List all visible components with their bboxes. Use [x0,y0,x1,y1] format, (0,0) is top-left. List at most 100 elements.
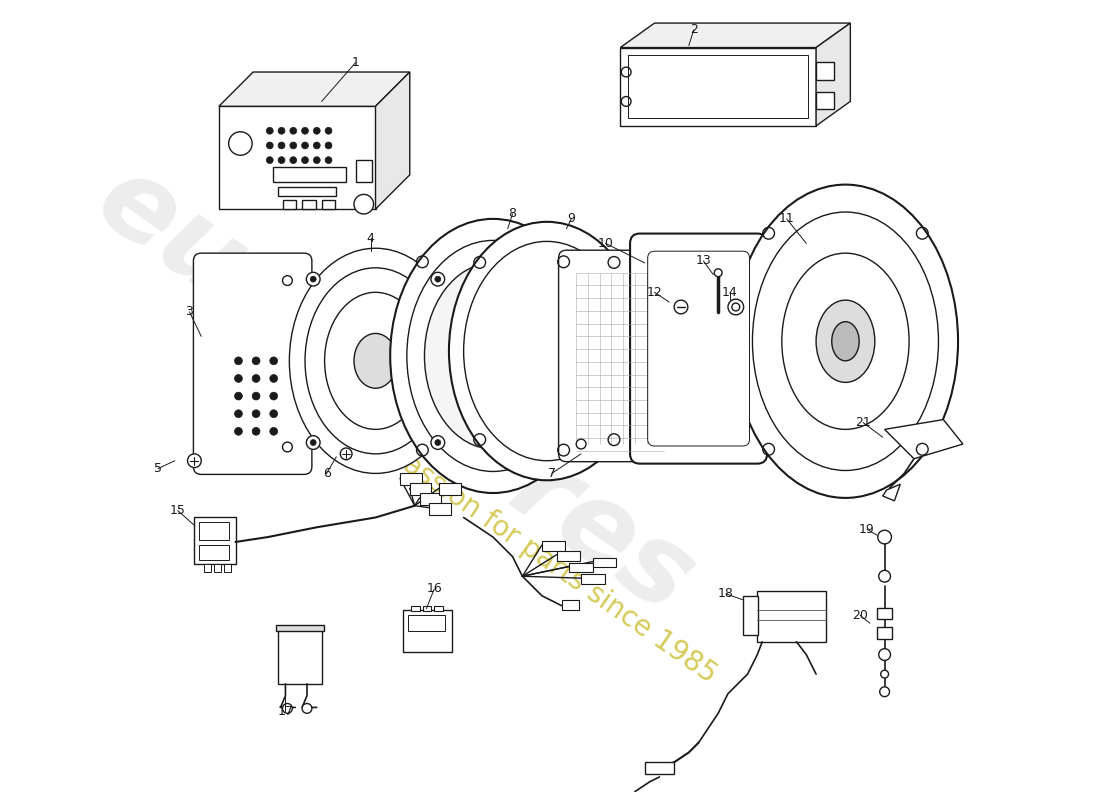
Text: 16: 16 [427,582,442,595]
Bar [277,186,337,196]
Circle shape [187,454,201,467]
Text: 11: 11 [779,212,794,226]
Circle shape [290,157,297,163]
Text: eurospares: eurospares [77,145,714,635]
Text: 13: 13 [695,254,712,267]
Ellipse shape [449,222,645,480]
Bar [816,92,834,110]
Text: 9: 9 [568,212,575,226]
Circle shape [290,127,297,134]
Circle shape [234,374,242,382]
Circle shape [266,157,273,163]
Bar [277,630,321,684]
Bar [742,596,758,635]
Bar [214,565,221,572]
Circle shape [314,157,320,163]
Ellipse shape [733,185,958,498]
Text: 12: 12 [647,286,662,299]
Circle shape [354,194,374,214]
Circle shape [252,374,260,382]
Circle shape [434,276,441,282]
Ellipse shape [305,268,446,454]
Bar [403,610,452,652]
Text: 18: 18 [718,587,734,600]
Circle shape [266,127,273,134]
Circle shape [270,374,277,382]
Ellipse shape [463,242,630,461]
Bar [434,606,443,611]
Text: a passion for parts since 1985: a passion for parts since 1985 [362,425,722,689]
Circle shape [252,410,260,418]
Circle shape [252,427,260,435]
Text: 17: 17 [277,705,294,718]
Polygon shape [620,23,850,47]
Bar [195,518,235,565]
Polygon shape [816,23,850,126]
Ellipse shape [832,322,859,361]
Bar [302,200,316,209]
Circle shape [301,157,308,163]
Circle shape [278,127,285,134]
Circle shape [229,132,252,155]
Circle shape [431,272,444,286]
Polygon shape [219,72,410,106]
Circle shape [310,276,316,282]
Circle shape [270,357,277,365]
Bar [400,474,421,485]
Bar [877,607,892,619]
Circle shape [283,703,293,714]
Ellipse shape [782,253,909,430]
Text: 20: 20 [852,609,868,622]
Bar [645,762,674,774]
Circle shape [252,357,260,365]
Ellipse shape [390,219,596,493]
Polygon shape [884,419,962,458]
Circle shape [234,392,242,400]
Text: 2: 2 [690,23,697,37]
Bar [581,574,605,584]
Bar [570,562,593,572]
Circle shape [879,649,891,661]
Circle shape [310,439,316,446]
Bar [356,160,372,182]
Circle shape [270,410,277,418]
Bar [561,600,580,610]
Polygon shape [375,72,410,209]
Polygon shape [882,484,900,501]
Text: 8: 8 [508,207,517,221]
Circle shape [307,436,320,450]
Circle shape [732,303,739,311]
Circle shape [314,127,320,134]
Circle shape [252,392,260,400]
Circle shape [326,127,332,134]
Circle shape [881,670,889,678]
Ellipse shape [324,292,427,430]
Text: 19: 19 [859,522,874,536]
Bar [557,550,580,561]
Ellipse shape [752,212,938,470]
Bar [410,606,419,611]
Circle shape [234,357,242,365]
Circle shape [674,300,688,314]
Circle shape [879,570,891,582]
Bar [816,62,834,80]
Bar [757,591,826,642]
Text: 4: 4 [366,232,375,245]
Ellipse shape [289,248,462,474]
Bar [429,502,451,514]
Bar [321,200,336,209]
Text: 1: 1 [352,56,360,69]
Circle shape [270,392,277,400]
Bar [877,627,892,639]
Circle shape [314,142,320,149]
Bar [628,55,808,118]
Circle shape [234,410,242,418]
Circle shape [880,687,890,697]
FancyBboxPatch shape [648,251,749,446]
Circle shape [728,299,744,315]
Ellipse shape [425,263,561,449]
Circle shape [434,439,441,446]
Text: 6: 6 [322,467,330,480]
Circle shape [431,436,444,450]
Bar [273,167,346,182]
